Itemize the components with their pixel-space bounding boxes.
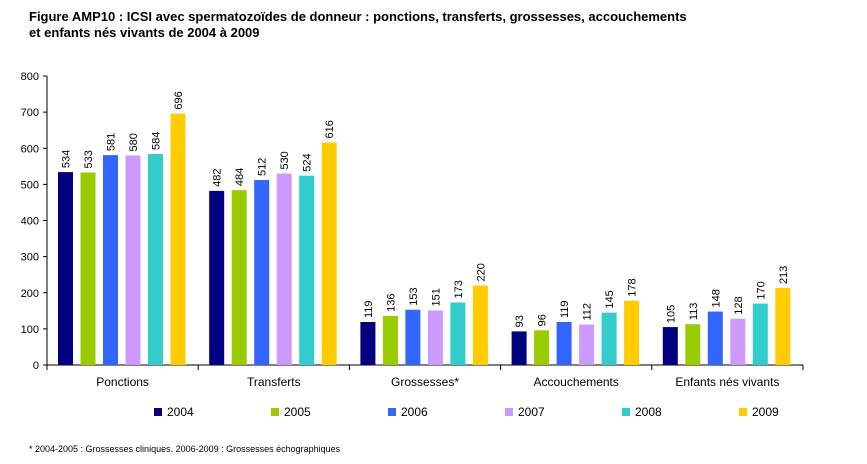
legend-label: 2005 (284, 405, 311, 419)
y-tick-label: 600 (21, 143, 39, 155)
bar-2005 (231, 190, 247, 365)
bar-2004 (58, 172, 73, 365)
data-label: 616 (324, 120, 336, 138)
data-label: 151 (430, 288, 442, 306)
legend-swatch-2004 (154, 408, 162, 416)
bar-2009 (775, 288, 791, 365)
bar-2008 (450, 302, 466, 365)
bar-2008 (148, 154, 163, 365)
data-label: 119 (363, 300, 375, 318)
legend-label: 2004 (167, 405, 194, 419)
y-tick-label: 800 (21, 71, 39, 83)
bar-2009 (624, 300, 640, 365)
chart-subtitle: et enfants nés vivants de 2004 à 2009 (29, 25, 260, 40)
data-label: 213 (778, 266, 790, 284)
chart-title: Figure AMP10 : ICSI avec spermatozoïdes … (29, 9, 687, 24)
data-label: 93 (514, 315, 526, 327)
legend-swatch-2009 (739, 408, 747, 416)
y-tick-label: 700 (21, 107, 39, 119)
data-label: 113 (688, 303, 700, 321)
x-category-label: Transferts (247, 375, 301, 389)
data-label: 584 (151, 132, 163, 150)
bar-2005 (685, 324, 701, 365)
bar-2005 (534, 330, 550, 365)
bar-2006 (405, 309, 421, 365)
data-label: 96 (537, 314, 549, 326)
legend-label: 2006 (401, 405, 428, 419)
bar-2004 (209, 190, 225, 365)
data-label: 119 (559, 300, 571, 318)
y-tick-label: 400 (21, 216, 39, 228)
bar-2007 (427, 310, 443, 365)
bar-2004 (360, 322, 376, 365)
data-label: 136 (385, 294, 397, 312)
data-label: 173 (453, 280, 465, 298)
bar-2007 (125, 155, 141, 365)
data-label: 580 (128, 133, 140, 151)
legend-label: 2007 (518, 405, 545, 419)
data-label: 533 (83, 150, 95, 168)
bar-2006 (103, 155, 118, 365)
legend-label: 2008 (635, 405, 662, 419)
bar-2004 (511, 331, 527, 365)
bar-2006 (707, 311, 723, 365)
bar-2008 (752, 303, 768, 365)
y-tick-label: 0 (33, 360, 39, 372)
bar-2007 (579, 324, 595, 365)
bar-2008 (299, 175, 315, 365)
legend-swatch-2007 (505, 408, 513, 416)
y-tick-label: 300 (21, 252, 39, 264)
bar-2005 (80, 172, 96, 365)
bar-2007 (276, 173, 292, 365)
bar-2009 (321, 142, 337, 365)
bar-2005 (382, 315, 398, 365)
data-label: 178 (627, 278, 639, 296)
x-category-label: Enfants nés vivants (675, 375, 779, 389)
data-label: 530 (279, 151, 291, 169)
data-label: 696 (173, 91, 185, 109)
bar-2009 (170, 113, 186, 365)
data-label: 170 (755, 281, 767, 299)
bar-2007 (730, 318, 746, 365)
data-label: 153 (408, 287, 420, 305)
data-label: 534 (61, 150, 73, 168)
y-tick-label: 500 (21, 179, 39, 191)
data-label: 220 (475, 263, 487, 281)
data-label: 524 (302, 153, 314, 171)
bar-2009 (472, 285, 488, 365)
legend-label: 2009 (752, 405, 779, 419)
data-label: 581 (106, 133, 118, 151)
data-label: 482 (212, 169, 224, 187)
legend-swatch-2006 (388, 408, 396, 416)
data-label: 148 (710, 289, 722, 307)
data-label: 128 (733, 296, 745, 314)
data-label: 112 (582, 303, 594, 321)
y-tick-label: 100 (21, 324, 39, 336)
x-category-label: Ponctions (96, 375, 149, 389)
chart-footnote: * 2004-2005 : Grossesses cliniques. 2006… (29, 444, 341, 454)
y-tick-label: 200 (21, 288, 39, 300)
legend-swatch-2008 (622, 408, 630, 416)
bar-chart: 0 100 200 300 400 500 600 700 800 534 533 581 580 584… (21, 71, 804, 419)
bar-2008 (601, 312, 617, 365)
x-category-label: Accouchements (534, 375, 619, 389)
bar-2004 (662, 327, 678, 365)
bar-2006 (254, 180, 270, 365)
data-label: 484 (234, 168, 246, 186)
chart-title-block: Figure AMP10 : ICSI avec spermatozoïdes … (29, 9, 849, 41)
data-label: 512 (257, 158, 269, 176)
bar-2006 (556, 322, 572, 365)
legend-swatch-2005 (271, 408, 279, 416)
x-category-label: Grossesses* (391, 375, 459, 389)
data-label: 145 (604, 290, 616, 308)
data-label: 105 (665, 305, 677, 323)
